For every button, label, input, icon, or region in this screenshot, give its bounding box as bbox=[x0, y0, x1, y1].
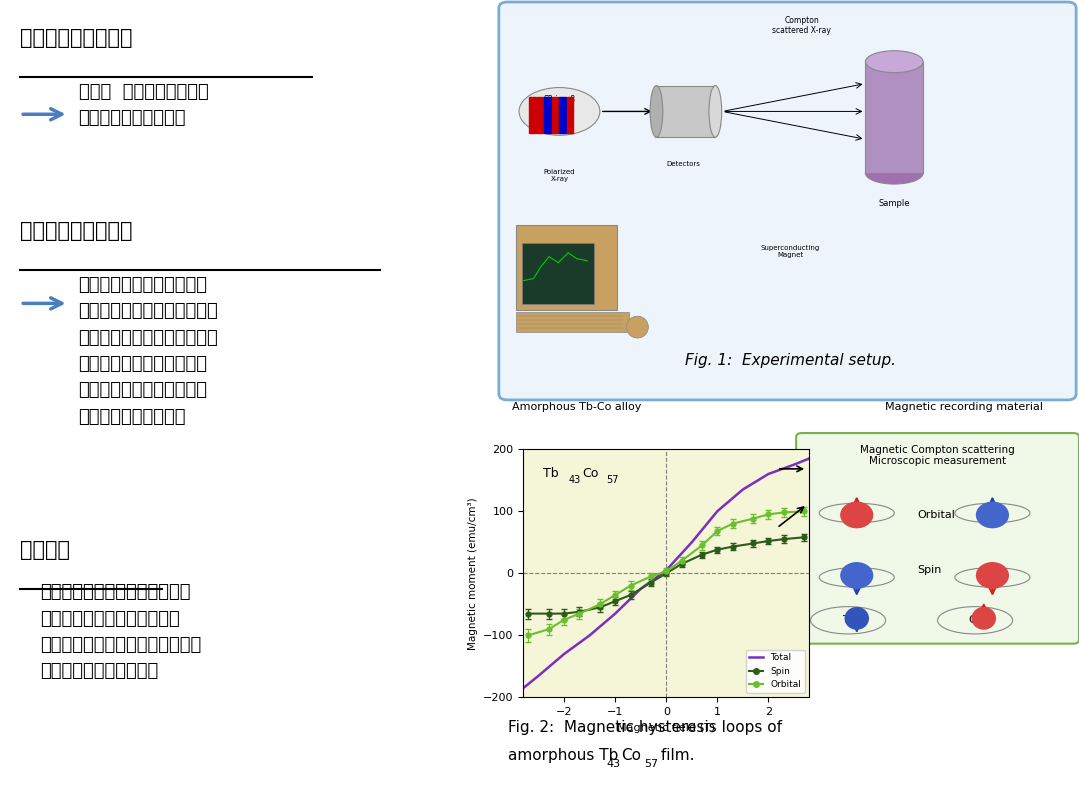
Text: ミクロ  な磁化反転機構の
　解明が高性能化の鍵: ミクロ な磁化反転機構の 解明が高性能化の鍵 bbox=[79, 83, 208, 127]
Text: 57: 57 bbox=[644, 760, 658, 769]
Text: Detectors: Detectors bbox=[667, 162, 700, 167]
Text: Fig. 2:  Magnetic hysteresis loops of: Fig. 2: Magnetic hysteresis loops of bbox=[507, 720, 781, 735]
Text: Compton
scattered X-ray: Compton scattered X-ray bbox=[773, 16, 831, 35]
Text: Sample: Sample bbox=[878, 199, 910, 208]
Ellipse shape bbox=[976, 502, 1008, 528]
Ellipse shape bbox=[650, 86, 663, 137]
Text: Polarized
X-ray: Polarized X-ray bbox=[544, 169, 575, 182]
Bar bbox=[522, 243, 595, 304]
Text: Superconducting
Magnet: Superconducting Magnet bbox=[761, 245, 820, 258]
Text: Traditional
Macroscopic measurement: Traditional Macroscopic measurement bbox=[593, 504, 734, 525]
Text: SPring-8: SPring-8 bbox=[544, 95, 575, 104]
Ellipse shape bbox=[709, 86, 722, 137]
Ellipse shape bbox=[845, 608, 869, 629]
Y-axis label: Magnetic moment (emu/cm³): Magnetic moment (emu/cm³) bbox=[467, 497, 478, 649]
FancyBboxPatch shape bbox=[498, 2, 1076, 400]
Text: Tb: Tb bbox=[544, 466, 559, 480]
Bar bbox=[516, 225, 617, 310]
Text: Fig. 1:  Experimental setup.: Fig. 1: Experimental setup. bbox=[685, 353, 896, 368]
Text: Magnetic Compton scattering
Microscopic measurement: Magnetic Compton scattering Microscopic … bbox=[860, 444, 1015, 466]
Bar bbox=[552, 98, 558, 133]
Text: 43: 43 bbox=[606, 760, 620, 769]
Text: 高密度磁気記録材料: 高密度磁気記録材料 bbox=[21, 28, 133, 47]
Text: Co: Co bbox=[620, 748, 641, 763]
Text: 波及効果: 波及効果 bbox=[21, 540, 70, 559]
Text: 磁気コンプトン散乱: 磁気コンプトン散乱 bbox=[21, 221, 133, 240]
Bar bbox=[655, 86, 715, 137]
Ellipse shape bbox=[627, 316, 648, 338]
Text: Orbital: Orbital bbox=[917, 510, 955, 520]
Bar bbox=[545, 98, 550, 133]
X-axis label: Magnetic field (T): Magnetic field (T) bbox=[617, 723, 715, 733]
Ellipse shape bbox=[865, 162, 924, 184]
Ellipse shape bbox=[841, 502, 873, 528]
FancyBboxPatch shape bbox=[796, 433, 1079, 644]
Ellipse shape bbox=[976, 563, 1008, 588]
Bar bbox=[537, 98, 544, 133]
Text: Magnetic recording material: Magnetic recording material bbox=[885, 402, 1042, 412]
Text: Tb: Tb bbox=[842, 615, 855, 625]
Bar bbox=[566, 98, 573, 133]
Bar bbox=[516, 311, 629, 333]
Text: film.: film. bbox=[656, 748, 695, 763]
Text: Co: Co bbox=[582, 466, 599, 480]
Bar bbox=[559, 98, 565, 133]
Text: 従来観測できなかったミクロな
磁気特性に着目することによ
り、次世代スピンエレクトロニク
スデバイスの開発に指針: 従来観測できなかったミクロな 磁気特性に着目することによ り、次世代スピンエレク… bbox=[41, 583, 202, 680]
Ellipse shape bbox=[841, 563, 873, 588]
Ellipse shape bbox=[519, 87, 600, 136]
Text: 電子のスピン状態を測定。
スピン選択ヒステリシス測定
が可能。マクロな磁化測定と
組み合わせによる解析で、
磁化曲線をスピン成分と軌
道成分に分離が可能。: 電子のスピン状態を測定。 スピン選択ヒステリシス測定 が可能。マクロな磁化測定と… bbox=[79, 276, 218, 426]
Bar bbox=[865, 61, 924, 173]
Legend: Total, Spin, Orbital: Total, Spin, Orbital bbox=[746, 649, 805, 693]
Ellipse shape bbox=[972, 608, 995, 629]
Text: amorphous Tb: amorphous Tb bbox=[507, 748, 618, 763]
Text: 43: 43 bbox=[569, 475, 581, 485]
Text: Amorphous Tb-Co alloy: Amorphous Tb-Co alloy bbox=[513, 402, 642, 412]
Text: Spin: Spin bbox=[917, 564, 942, 574]
Bar bbox=[530, 98, 536, 133]
Text: Co: Co bbox=[968, 615, 982, 625]
Text: 57: 57 bbox=[606, 475, 618, 485]
Ellipse shape bbox=[865, 50, 924, 72]
